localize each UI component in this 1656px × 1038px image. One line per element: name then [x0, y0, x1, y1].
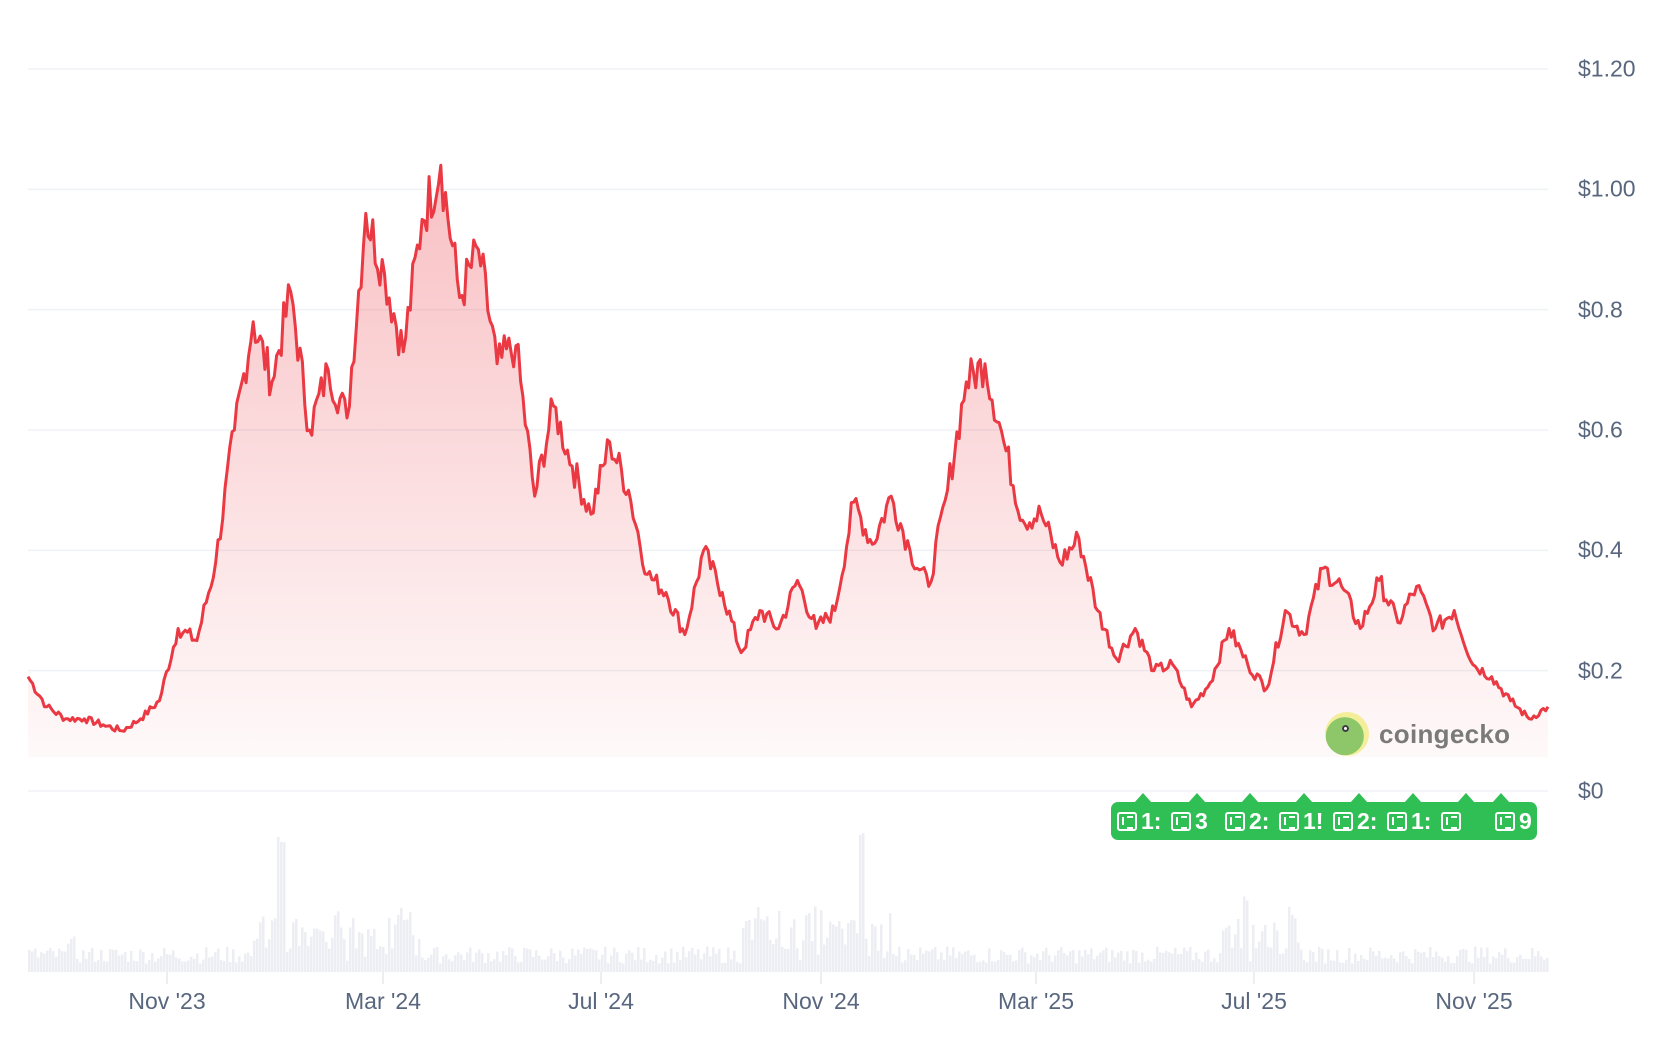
news-marker-pointer [1457, 793, 1475, 803]
news-marker-pointer [1134, 793, 1152, 803]
x-tick-label: Nov '23 [128, 988, 206, 1014]
price-line[interactable] [26, 163, 1550, 733]
watermark-text: coingecko [1379, 718, 1511, 749]
y-tick-label: $0.2 [1578, 657, 1623, 684]
news-marker-pointer [1492, 793, 1510, 803]
coingecko-watermark: coingecko [1325, 710, 1510, 758]
y-tick-label: $0.8 [1578, 296, 1623, 323]
news-marker-pointer [1188, 793, 1206, 803]
news-event-marker[interactable]: 1! [1279, 808, 1333, 835]
newspaper-icon [1441, 811, 1461, 831]
news-event-count: 2: [1357, 807, 1378, 834]
newspaper-icon [1495, 811, 1515, 831]
news-marker-pointer [1350, 793, 1368, 803]
x-tick-label: Mar '25 [998, 988, 1074, 1014]
newspaper-icon [1387, 811, 1407, 831]
news-event-marker[interactable]: 2: [1225, 808, 1279, 835]
x-axis-ticks [166, 972, 1475, 984]
news-event-marker[interactable]: 9 [1495, 808, 1535, 835]
y-tick-label: $1.00 [1578, 175, 1636, 202]
y-tick-label: $0.6 [1578, 416, 1623, 443]
news-event-marker[interactable]: 1: [1387, 808, 1441, 835]
news-event-count: 1! [1303, 807, 1324, 834]
news-event-marker[interactable]: 2: [1333, 808, 1387, 835]
y-tick-label: $0 [1578, 777, 1604, 804]
news-event-marker[interactable]: 3 [1171, 808, 1225, 835]
volume-bars [28, 833, 1549, 972]
news-event-count: 9 [1519, 807, 1532, 834]
news-marker-pointer [1241, 793, 1259, 803]
news-event-count: 1: [1411, 807, 1432, 834]
news-marker-pointer [1404, 793, 1422, 803]
x-tick-label: Jul '25 [1221, 988, 1287, 1014]
newspaper-icon [1117, 811, 1137, 831]
x-tick-label: Jul '24 [568, 988, 634, 1014]
newspaper-icon [1171, 811, 1191, 831]
news-event-count: 2: [1249, 807, 1270, 834]
coingecko-logo-icon [1325, 712, 1369, 756]
news-event-marker[interactable]: 1: [1117, 808, 1171, 835]
x-tick-label: Nov '24 [782, 988, 860, 1014]
news-events-bar[interactable]: 1: 3 2: 1! 2: 1: 9 [1111, 793, 1537, 840]
x-tick-label: Mar '24 [345, 988, 421, 1014]
price-area-fill [28, 165, 1548, 758]
newspaper-icon [1333, 811, 1353, 831]
newspaper-icon [1279, 811, 1299, 831]
news-event-marker[interactable] [1441, 811, 1495, 831]
y-tick-label: $0.4 [1578, 536, 1623, 563]
y-tick-label: $1.20 [1578, 55, 1636, 82]
newspaper-icon [1225, 811, 1245, 831]
x-tick-label: Nov '25 [1435, 988, 1513, 1014]
news-event-count: 3 [1195, 807, 1208, 834]
news-marker-pointer [1295, 793, 1313, 803]
news-event-count: 1: [1141, 807, 1162, 834]
